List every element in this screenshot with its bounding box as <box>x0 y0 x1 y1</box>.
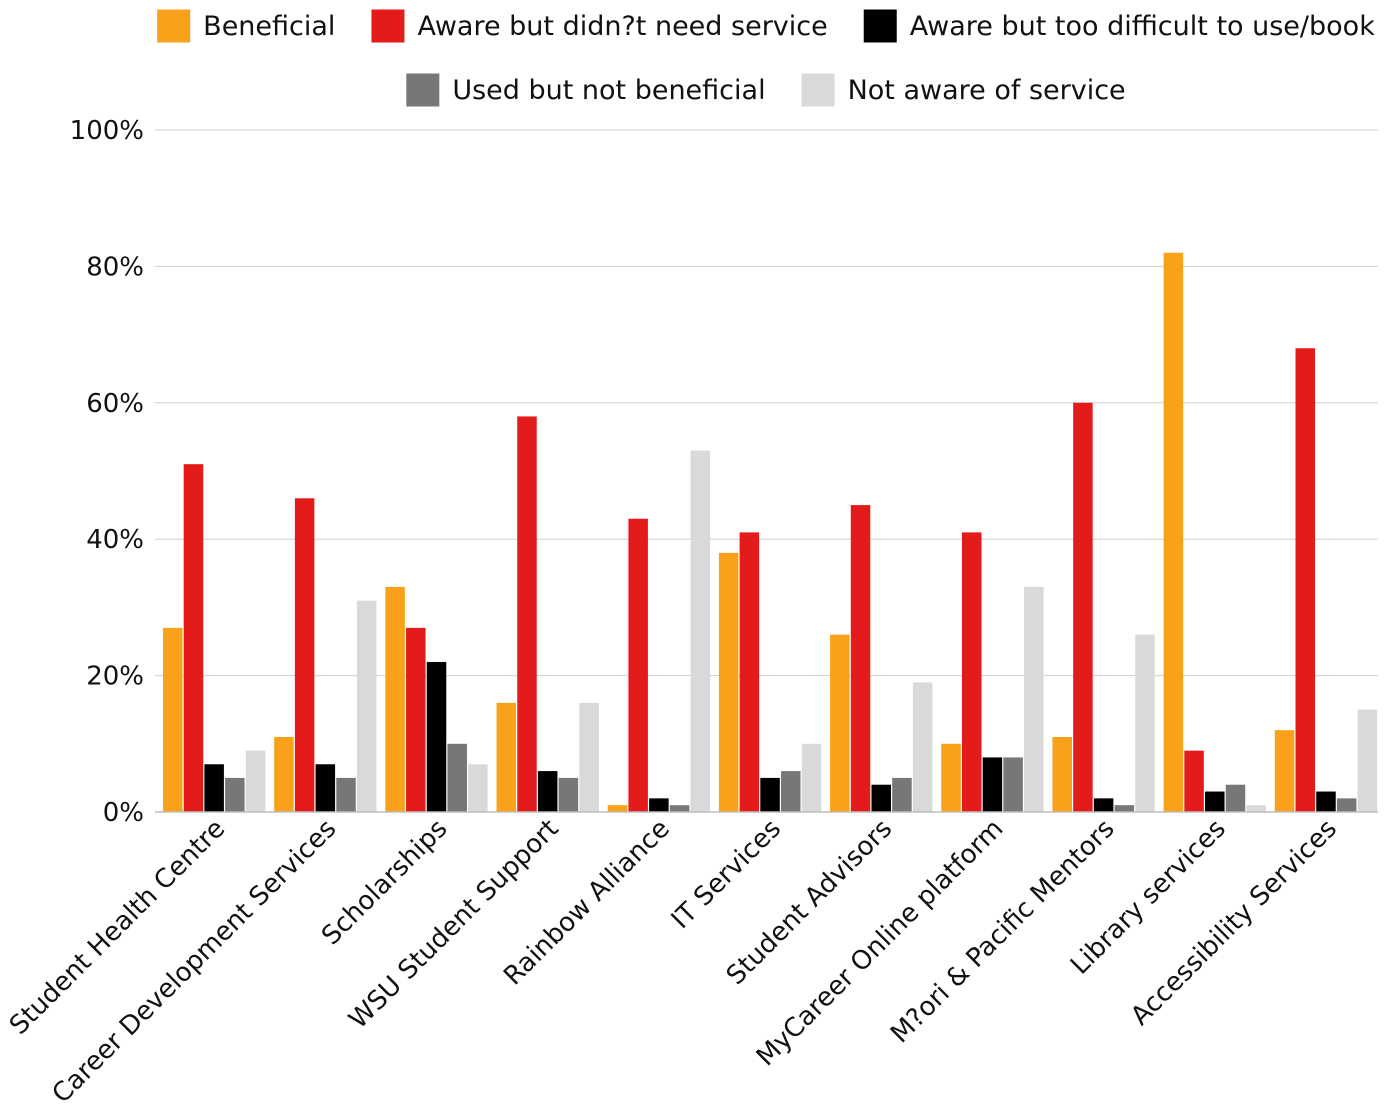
legend-label: Used but not beneficial <box>452 75 765 106</box>
bar <box>1163 252 1184 812</box>
legend-swatch <box>406 73 440 107</box>
bar <box>1295 348 1316 812</box>
x-tick-label: Accessibility Services <box>1125 814 1343 1032</box>
bar <box>1336 798 1357 812</box>
bar <box>204 764 224 812</box>
legend-item: Not aware of service <box>801 73 1126 107</box>
bar <box>718 552 739 812</box>
bar <box>892 777 912 812</box>
x-tick-label: Student Health Centre <box>4 814 231 1041</box>
bar <box>1093 798 1114 812</box>
bar <box>1073 402 1093 812</box>
bar <box>294 498 315 812</box>
bar-group <box>718 532 822 812</box>
bar <box>447 743 467 812</box>
bar <box>385 586 405 812</box>
bar <box>781 771 801 812</box>
bar <box>1205 791 1225 812</box>
bar <box>912 682 933 812</box>
bar <box>607 805 628 812</box>
bar <box>558 777 579 812</box>
bar <box>1003 757 1023 812</box>
bar <box>1052 736 1072 812</box>
bar <box>941 743 961 812</box>
bar <box>1225 784 1246 812</box>
legend-swatch <box>863 9 897 43</box>
bar-group <box>1052 402 1155 812</box>
bar <box>830 634 850 812</box>
bar <box>1184 750 1204 812</box>
legend-swatch <box>371 9 405 43</box>
bar <box>649 798 669 812</box>
legend-item: Used but not beneficial <box>406 73 766 107</box>
bar <box>426 661 447 812</box>
y-axis-ticks: 0% 20% 40% 60% 80% 100% <box>70 116 144 828</box>
legend-label: Beneficial <box>203 11 335 42</box>
bar <box>1114 805 1135 812</box>
bar <box>468 764 488 812</box>
y-tick-label: 40% <box>86 525 144 555</box>
legend-item: Beneficial <box>157 9 335 43</box>
bar <box>801 743 822 812</box>
y-tick-label: 0% <box>103 798 144 828</box>
legend-swatch <box>157 9 191 43</box>
bar <box>163 627 183 812</box>
bar <box>669 805 690 812</box>
bar <box>1024 586 1044 812</box>
bar <box>496 702 517 812</box>
bar-group <box>496 416 599 812</box>
bar <box>336 777 356 812</box>
bar <box>760 777 780 812</box>
bars <box>163 252 1378 812</box>
x-tick-label: M?ori & Pacific Mentors <box>885 814 1120 1049</box>
bar <box>690 450 711 812</box>
bar <box>1357 709 1378 812</box>
gridlines <box>155 129 1378 677</box>
y-tick-label: 60% <box>86 389 144 419</box>
bar <box>183 464 204 812</box>
y-tick-label: 100% <box>70 116 144 146</box>
bar <box>871 784 891 812</box>
bar <box>961 532 982 812</box>
bar <box>537 771 558 812</box>
bar <box>982 757 1003 812</box>
bar <box>628 518 648 812</box>
bar <box>1246 805 1266 812</box>
legend: Beneficial Aware but didn?t need service A… <box>157 9 1375 107</box>
bar <box>315 764 336 812</box>
bar-group <box>385 586 488 812</box>
legend-item: Aware but didn?t need service <box>371 9 828 43</box>
bar-group <box>163 464 266 812</box>
bar <box>1316 791 1336 812</box>
y-tick-label: 20% <box>86 662 144 692</box>
bar <box>225 777 245 812</box>
legend-item: Aware but too difficult to use/book <box>863 9 1375 43</box>
bar <box>245 750 266 812</box>
bar <box>739 532 760 812</box>
bar-group <box>941 532 1044 812</box>
legend-swatch <box>801 73 835 107</box>
bar-group <box>1274 348 1378 812</box>
bar <box>579 702 599 812</box>
bar <box>517 416 537 812</box>
bar-group <box>607 450 711 812</box>
x-tick-label: WSU Student Support <box>343 814 564 1035</box>
x-tick-label: IT Services <box>666 814 787 935</box>
bar-group <box>274 498 377 812</box>
bar-group <box>1163 252 1266 812</box>
bar <box>406 627 426 812</box>
bar <box>1274 730 1295 812</box>
bar <box>356 600 377 812</box>
y-tick-label: 80% <box>86 252 144 282</box>
bar <box>850 505 871 812</box>
legend-label: Aware but too difficult to use/book <box>910 11 1375 42</box>
legend-label: Aware but didn?t need service <box>417 11 827 42</box>
bar-group <box>830 505 933 812</box>
bar <box>1135 634 1155 812</box>
legend-label: Not aware of service <box>848 75 1126 106</box>
bar <box>274 736 294 812</box>
